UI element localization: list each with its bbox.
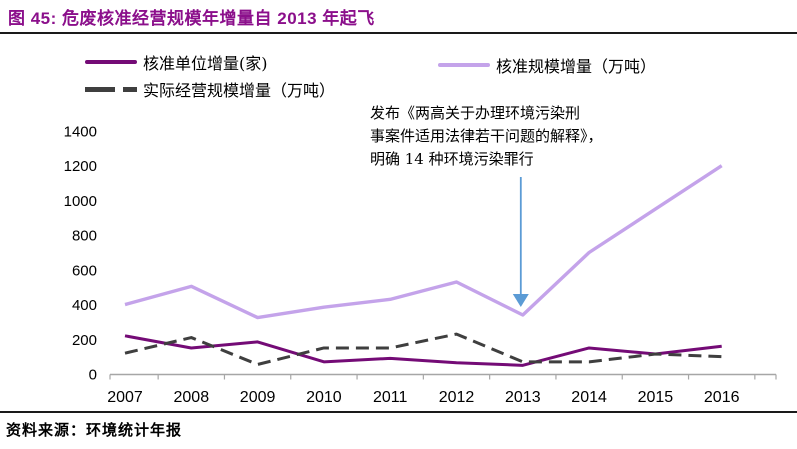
y-axis-tick-label: 1000	[64, 193, 97, 210]
annotation-callout: 发布《两高关于办理环境污染刑 事案件适用法律若干问题的解释》， 明确 14 种环…	[370, 102, 680, 171]
figure-title: 图 45: 危废核准经营规模年增量自 2013 年起飞	[8, 9, 375, 28]
y-axis-tick-label: 800	[72, 228, 97, 245]
x-axis-tick-label: 2015	[638, 389, 674, 406]
series-line-0	[124, 334, 722, 367]
annotation-line: 发布《两高关于办理环境污染刑	[370, 104, 581, 122]
x-axis-tick-label: 2010	[306, 389, 342, 406]
annotation-line: 明确 14 种环境污染罪行	[370, 150, 534, 168]
y-axis-tick-label: 1200	[64, 158, 97, 175]
annotation-arrow-head	[512, 294, 529, 307]
source-text: 资料来源：环境统计年报	[6, 421, 183, 439]
y-axis-tick-label: 1400	[64, 124, 97, 141]
annotation-line: 事案件适用法律若干问题的解释》，	[370, 127, 603, 145]
legend-item-approved-scale: 核准规模增量（万吨）	[438, 53, 656, 77]
legend-swatch-dashed-gray	[85, 86, 137, 92]
legend-label: 实际经营规模增量（万吨）	[143, 81, 336, 100]
legend-swatch-solid-light-purple	[438, 63, 490, 67]
x-axis-tick-label: 2012	[439, 389, 475, 406]
y-axis-tick-label: 0	[89, 367, 97, 384]
x-axis-tick-label: 2009	[240, 389, 276, 406]
x-axis-tick-label: 2016	[704, 389, 740, 406]
x-axis-tick-label: 2008	[174, 389, 210, 406]
x-axis-tick-label: 2014	[571, 389, 607, 406]
series-line-2	[124, 332, 722, 366]
title-divider	[0, 32, 797, 34]
x-axis-tick-label: 2007	[107, 389, 143, 406]
y-axis-tick-label: 200	[72, 332, 97, 349]
legend-swatch-solid-dark-purple	[85, 60, 137, 64]
legend-item-actual-scale: 实际经营规模增量（万吨）	[85, 77, 335, 101]
legend-label: 核准规模增量（万吨）	[496, 57, 657, 76]
y-axis-tick-label: 600	[72, 262, 97, 279]
series-line-1	[124, 164, 723, 320]
legend-label: 核准单位增量(家)	[143, 54, 268, 73]
legend-item-approved-units: 核准单位增量(家)	[85, 50, 268, 74]
x-axis-tick-label: 2011	[373, 389, 408, 406]
y-axis-tick-label: 400	[72, 297, 97, 314]
footer-divider	[0, 411, 797, 413]
x-axis-tick-label: 2013	[505, 389, 541, 406]
